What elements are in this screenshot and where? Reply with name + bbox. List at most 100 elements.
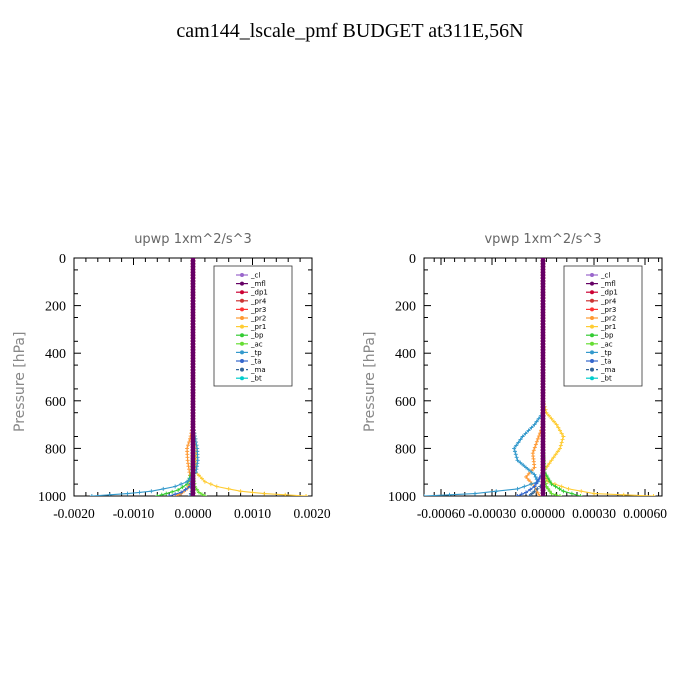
legend-marker	[240, 298, 244, 303]
series-marker-pr1	[621, 492, 626, 496]
x-tick-label: -0.00030	[468, 506, 517, 521]
series-marker-pr1	[208, 482, 213, 487]
legend-label: _pr4	[600, 297, 617, 305]
legend-label: _pr3	[600, 306, 616, 314]
series-marker-pr1	[214, 484, 219, 489]
y-tick-label: 800	[395, 442, 416, 457]
series-marker-pr2	[531, 448, 536, 453]
series-marker-tp	[536, 416, 541, 421]
legend-marker	[240, 316, 244, 320]
series-marker-ma	[535, 486, 540, 491]
legend-marker	[590, 350, 594, 355]
series-marker-pr1	[553, 452, 558, 457]
series-marker-ma	[529, 491, 534, 496]
legend-label: _ac	[600, 340, 613, 348]
series-marker-pr1	[579, 489, 584, 494]
series-line-tp	[91, 258, 199, 496]
series-marker-pr1	[554, 422, 559, 427]
legend-label: _pr2	[600, 315, 616, 323]
series-marker-ta	[532, 484, 537, 489]
legend-label: _bp	[250, 332, 264, 340]
series-marker-tp	[515, 486, 520, 491]
series-marker-ma	[532, 489, 537, 494]
series-marker-pr1	[546, 413, 551, 418]
legend-marker	[590, 290, 594, 295]
legend-label: _cl	[250, 272, 260, 280]
series-group	[424, 258, 656, 496]
series-marker-tp	[514, 443, 519, 448]
x-tick-label: 0.0000	[174, 506, 211, 521]
chart-panel-1: upwp 1xm^2/s^3 Pressure [hPa] 0 200 400 600 80…	[12, 232, 331, 521]
series-marker-ac	[202, 494, 207, 496]
legend-marker	[240, 376, 244, 381]
series-marker-bp	[180, 485, 185, 490]
series-marker-bp	[561, 489, 566, 494]
legend-marker	[590, 273, 594, 277]
series-marker-tp	[532, 422, 537, 427]
legend-label: _ac	[250, 340, 263, 348]
series-marker-pr1	[558, 443, 563, 448]
series-marker-tp	[125, 491, 130, 496]
series-marker-pr1	[559, 431, 564, 436]
chart-panel-2: vpwp 1xm^2/s^3 Pressure [hPa] 0 200 400 600 80…	[362, 232, 667, 521]
series-line-pr2	[525, 258, 544, 496]
legend-marker	[590, 367, 594, 372]
series-marker-pr1	[561, 434, 566, 439]
legend-marker	[240, 333, 244, 338]
legend-label: _dp1	[250, 289, 268, 297]
series-marker-ta	[515, 494, 520, 496]
figure-title: cam144_lscale_pmf BUDGET at311E,56N	[176, 20, 524, 42]
series-marker-pr2	[532, 445, 537, 450]
series-marker-ac	[196, 490, 201, 495]
series-marker-bp	[569, 491, 574, 496]
series-marker-tp	[529, 425, 534, 430]
series-marker-pr1	[552, 482, 557, 487]
legend-label: _dp1	[600, 289, 618, 297]
series-line-ta	[517, 258, 544, 496]
series-marker-tp	[518, 460, 523, 465]
series-marker-ta	[535, 478, 540, 483]
series-marker-tp	[526, 467, 531, 472]
series-marker-tp	[513, 452, 518, 457]
series-marker-pr1	[566, 486, 571, 491]
series-marker-bp	[546, 476, 551, 481]
legend-marker	[240, 281, 244, 286]
series-marker-pr1	[226, 486, 231, 491]
legend-box	[563, 265, 643, 387]
series-marker-tp	[424, 494, 426, 496]
legend-label: _pr1	[600, 323, 616, 331]
series-marker-tp	[179, 482, 184, 487]
series-marker-tp	[524, 465, 528, 470]
y-axis-label: Pressure [hPa]	[362, 332, 378, 432]
x-tick-label: -0.00060	[417, 506, 466, 521]
legend-marker	[590, 341, 594, 346]
x-tick-label: -0.0010	[113, 506, 155, 521]
series-marker-ta	[173, 492, 178, 496]
series-marker-ac	[547, 489, 552, 494]
series-marker-pr1	[202, 479, 207, 484]
legend-label: _bt	[250, 375, 262, 383]
series-marker-pr1	[558, 446, 562, 451]
series-marker-mfl	[190, 493, 196, 496]
series-marker-ac	[553, 492, 558, 496]
series-marker-ta	[524, 490, 528, 495]
series-marker-bp	[170, 489, 175, 494]
series-marker-tp	[447, 492, 452, 496]
series-marker-ma	[527, 494, 532, 496]
series-marker-tp	[161, 486, 166, 491]
series-marker-tp	[512, 449, 517, 454]
series-marker-tp	[514, 455, 519, 460]
legend-marker	[590, 298, 594, 303]
series-marker-ac	[549, 491, 554, 496]
legend-label: _bt	[600, 375, 612, 383]
series-marker-pr2	[535, 436, 540, 441]
series-marker-tp	[518, 437, 523, 442]
panel-title: upwp 1xm^2/s^3	[134, 232, 252, 247]
y-tick-label: 600	[45, 395, 66, 410]
series-marker-bp	[549, 482, 554, 487]
y-tick-label: 0	[409, 252, 416, 267]
legend-label: _pr1	[250, 323, 266, 331]
series-marker-pr1	[651, 494, 656, 496]
series-marker-pr2	[186, 443, 191, 448]
